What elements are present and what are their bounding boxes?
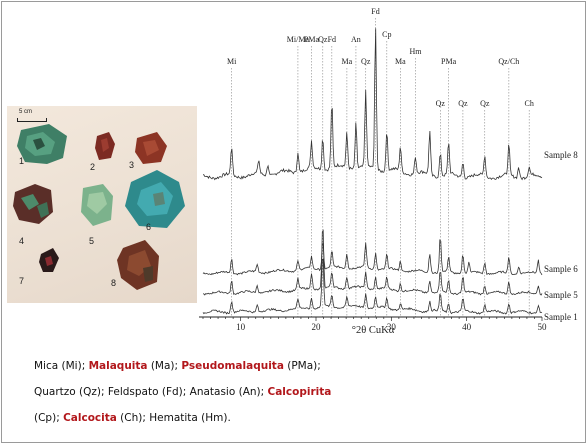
peak-label: Mi/Ma: [287, 35, 310, 44]
caption-mineral-highlight: Pseudomalaquita: [181, 360, 284, 372]
xrd-trace-4: [202, 258, 543, 315]
sample-number-1: 1: [19, 156, 25, 166]
peak-label: Qz: [458, 99, 468, 108]
caption-text: (PMa);: [283, 360, 321, 372]
x-axis: 10 20 30 40 50: [199, 316, 548, 332]
sample-number-8: 8: [111, 278, 117, 288]
series-labels: Sample 8 Sample 6 Sample 5 Sample 1: [544, 150, 578, 322]
peak-label: Mi: [227, 57, 237, 66]
peak-label: PMa: [304, 35, 320, 44]
x-tick-label: 20: [312, 322, 322, 332]
sample-number-5: 5: [89, 236, 95, 246]
series-label: Sample 1: [544, 312, 578, 322]
peak-label: Qz/Ch: [498, 57, 519, 66]
mineral-legend-caption: Mica (Mi); Malaquita (Ma); Pseudomalaqui…: [34, 353, 569, 431]
x-axis-label: °2θ CuKα: [352, 325, 395, 336]
peak-label: Ch: [525, 99, 534, 108]
peak-label: Ma: [395, 57, 406, 66]
caption-mineral-highlight: Calcocita: [63, 412, 117, 424]
peak-label: Fd: [328, 35, 336, 44]
sample-number-4: 4: [19, 236, 25, 246]
peak-label: Hm: [409, 47, 422, 56]
caption-mineral-highlight: Calcopirita: [267, 386, 332, 398]
x-tick-label: 50: [538, 322, 548, 332]
x-tick-label: 30: [387, 322, 397, 332]
series-label: Sample 8: [544, 150, 578, 160]
x-tick-label: 40: [462, 322, 472, 332]
caption-text: (Cp);: [34, 412, 64, 424]
series-label: Sample 6: [544, 264, 578, 274]
peak-label: Fd: [371, 7, 379, 16]
peak-label: Ma: [342, 57, 353, 66]
peak-label: Qz: [361, 57, 371, 66]
sample-number-6: 6: [146, 222, 152, 232]
sample-number-3: 3: [129, 160, 135, 170]
scale-bar: [17, 118, 47, 122]
caption-text: (Ma);: [147, 360, 182, 372]
caption-line-1: Mica (Mi); Malaquita (Ma); Pseudomalaqui…: [34, 353, 569, 379]
peak-label: Qz: [318, 35, 328, 44]
caption-text: (Ch); Hematita (Hm).: [116, 412, 231, 424]
xrd-trace-2: [202, 239, 543, 276]
caption-text: Quartzo (Qz); Feldspato (Fd); Anatasio (…: [34, 386, 268, 398]
peak-label: An: [351, 35, 361, 44]
xrd-trace-1: [202, 28, 543, 181]
peak-guides: [231, 18, 530, 317]
caption-text: Mica (Mi);: [34, 360, 89, 372]
peak-label: Qz: [436, 99, 446, 108]
x-tick-label: 10: [236, 322, 246, 332]
traces: [202, 28, 543, 315]
mineral-samples-photo: 5 cm: [7, 106, 197, 303]
xrd-trace-3: [202, 229, 543, 296]
peak-label: PMa: [441, 57, 457, 66]
sample-number-2: 2: [90, 162, 96, 172]
caption-line-2: Quartzo (Qz); Feldspato (Fd); Anatasio (…: [34, 379, 569, 405]
samples-illustration: [13, 124, 185, 290]
caption-mineral-highlight: Malaquita: [88, 360, 148, 372]
scale-label: 5 cm: [19, 109, 33, 115]
sample-number-7: 7: [19, 276, 25, 286]
series-label: Sample 5: [544, 290, 578, 300]
peak-label: Cp: [382, 30, 391, 39]
caption-line-3: (Cp); Calcocita (Ch); Hematita (Hm).: [34, 405, 569, 431]
peak-label: Qz: [480, 99, 490, 108]
